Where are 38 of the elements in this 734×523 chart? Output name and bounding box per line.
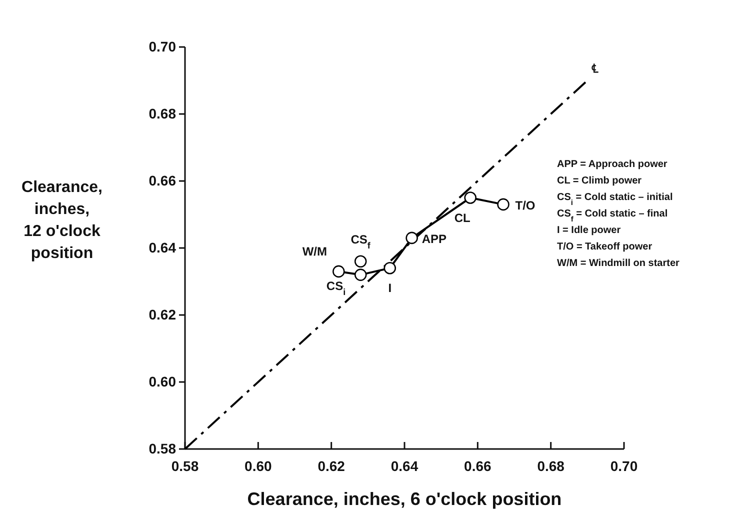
x-tick-label: 0.64 <box>390 458 418 474</box>
annotation: APP = Approach power <box>557 159 668 170</box>
annotation: CS$_{f}$ = Cold static – final <box>557 208 668 223</box>
y-axis-title: Clearance, inches, 12 o'clock position <box>22 179 102 262</box>
y-tick-label: 0.70 <box>148 38 176 54</box>
annotation: T/O = Takeoff power <box>557 242 652 252</box>
point <box>384 262 396 274</box>
point <box>497 198 510 211</box>
annotation: CS$_{f}$ <box>350 232 372 250</box>
x-tick-label: 0.62 <box>318 458 346 474</box>
annotation: APP <box>422 232 447 246</box>
x-tick-label: 0.70 <box>610 458 638 474</box>
annotation: W/M <box>302 244 327 258</box>
point <box>406 232 418 244</box>
annotation: W/M = Windmill on starter <box>557 258 680 269</box>
x-tick-label: 0.60 <box>244 458 272 474</box>
annotation: T/O <box>515 198 536 212</box>
y-tick-label: 0.58 <box>148 440 176 456</box>
y-tick-label: 0.62 <box>148 306 176 322</box>
point <box>464 192 476 204</box>
point <box>354 268 367 281</box>
y-tick-label: 0.66 <box>148 172 176 188</box>
x-tick-label: 0.66 <box>464 458 492 474</box>
annotation: CL = Climb power <box>557 176 642 186</box>
x-tick-label: 0.58 <box>171 458 199 474</box>
annotation: CS$_{i}$ = Cold static – initial <box>557 192 673 206</box>
x-tick-label: 0.68 <box>537 458 565 474</box>
point <box>332 265 345 278</box>
annotation: I = Idle power <box>557 225 621 236</box>
y-tick-label: 0.68 <box>148 105 176 122</box>
y-tick-label: 0.64 <box>148 239 176 256</box>
annotation: I <box>388 281 392 296</box>
annotation: CL <box>454 210 470 225</box>
point <box>354 255 367 268</box>
annotation: CS$_{i}$ <box>326 278 346 297</box>
y-tick-label: 0.60 <box>148 373 176 390</box>
annotation: ℄ <box>591 62 598 76</box>
x-axis-title: Clearance, inches, 6 o'clock position <box>247 489 562 509</box>
